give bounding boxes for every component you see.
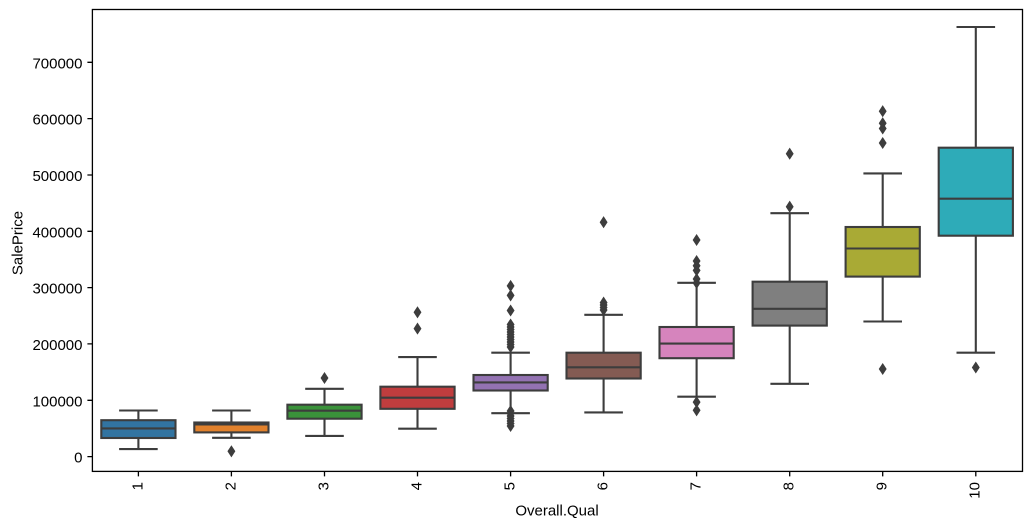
svg-text:6: 6 <box>595 482 612 490</box>
svg-text:0: 0 <box>74 450 82 467</box>
svg-text:100000: 100000 <box>32 393 82 410</box>
svg-text:1: 1 <box>129 482 146 490</box>
svg-text:700000: 700000 <box>32 55 82 72</box>
svg-text:SalePrice: SalePrice <box>10 211 27 275</box>
svg-text:200000: 200000 <box>32 337 82 354</box>
svg-text:Overall.Qual: Overall.Qual <box>515 502 598 519</box>
svg-text:5: 5 <box>502 482 519 490</box>
svg-text:400000: 400000 <box>32 224 82 241</box>
svg-text:2: 2 <box>222 482 239 490</box>
svg-text:9: 9 <box>874 482 891 490</box>
svg-text:10: 10 <box>967 482 984 499</box>
svg-text:8: 8 <box>781 482 798 490</box>
svg-text:4: 4 <box>408 482 425 490</box>
svg-text:3: 3 <box>315 482 332 490</box>
svg-text:300000: 300000 <box>32 281 82 298</box>
svg-text:7: 7 <box>688 482 705 490</box>
svg-text:500000: 500000 <box>32 168 82 185</box>
svg-text:600000: 600000 <box>32 112 82 129</box>
